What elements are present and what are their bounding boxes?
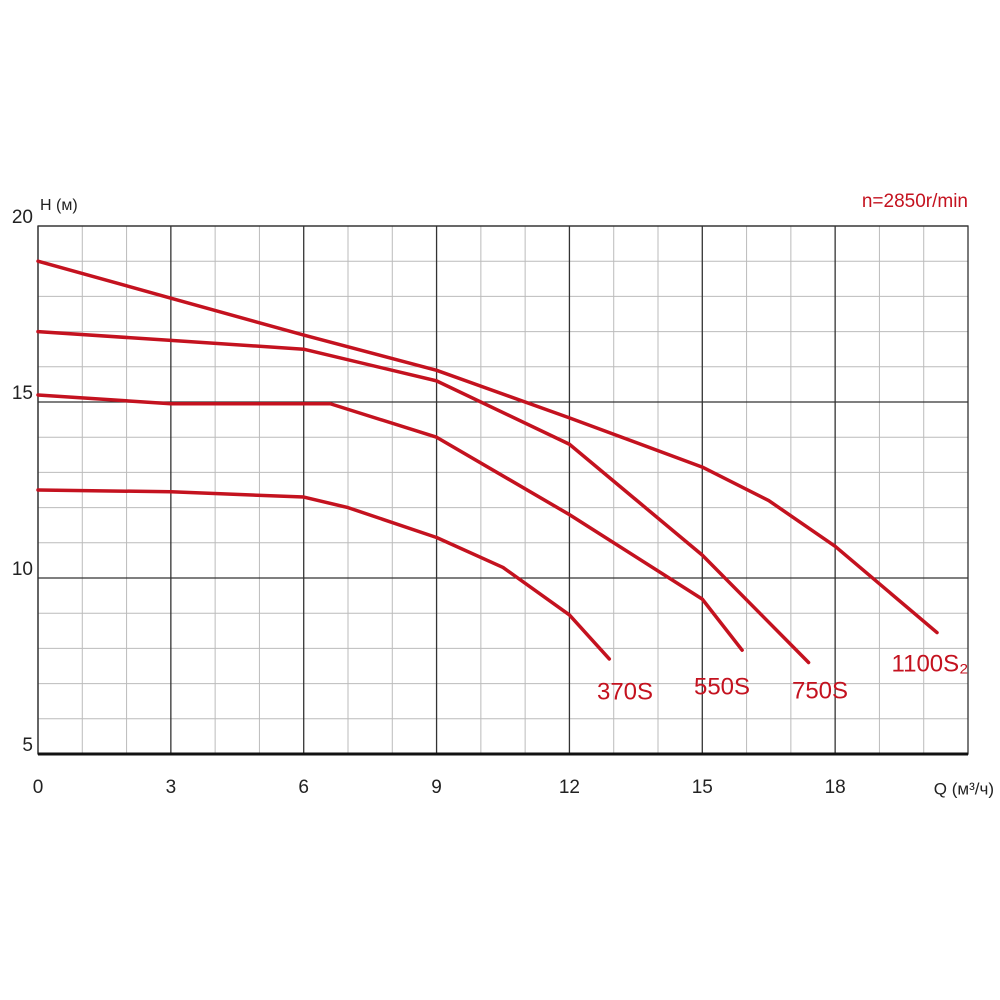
x-tick-label: 6 [298, 777, 309, 798]
series-label: 370S [597, 678, 653, 705]
curve [36, 393, 744, 652]
curve [36, 329, 811, 665]
y-tick-label: 15 [12, 383, 33, 404]
series-label: 1100S₂ [892, 650, 969, 677]
annotation: n=2850r/min [862, 191, 968, 212]
x-tick-label: 18 [825, 777, 846, 798]
x-tick-label: 15 [692, 777, 713, 798]
y-tick-label: 20 [12, 207, 33, 228]
x-tick-label: 3 [166, 777, 177, 798]
y-tick-label: 5 [22, 735, 33, 756]
x-axis-label: Q (м³/ч) [934, 779, 994, 798]
x-tick-label: 12 [559, 777, 580, 798]
plot-frame [37, 225, 969, 755]
curve [36, 259, 939, 635]
y-tick-label: 10 [12, 559, 33, 580]
x-tick-label: 9 [431, 777, 442, 798]
curve [36, 488, 612, 661]
series-label: 750S [792, 677, 848, 704]
x-tick-label: 0 [33, 777, 44, 798]
series-label: 550S [694, 673, 750, 700]
y-axis-label: H (м) [40, 197, 78, 214]
